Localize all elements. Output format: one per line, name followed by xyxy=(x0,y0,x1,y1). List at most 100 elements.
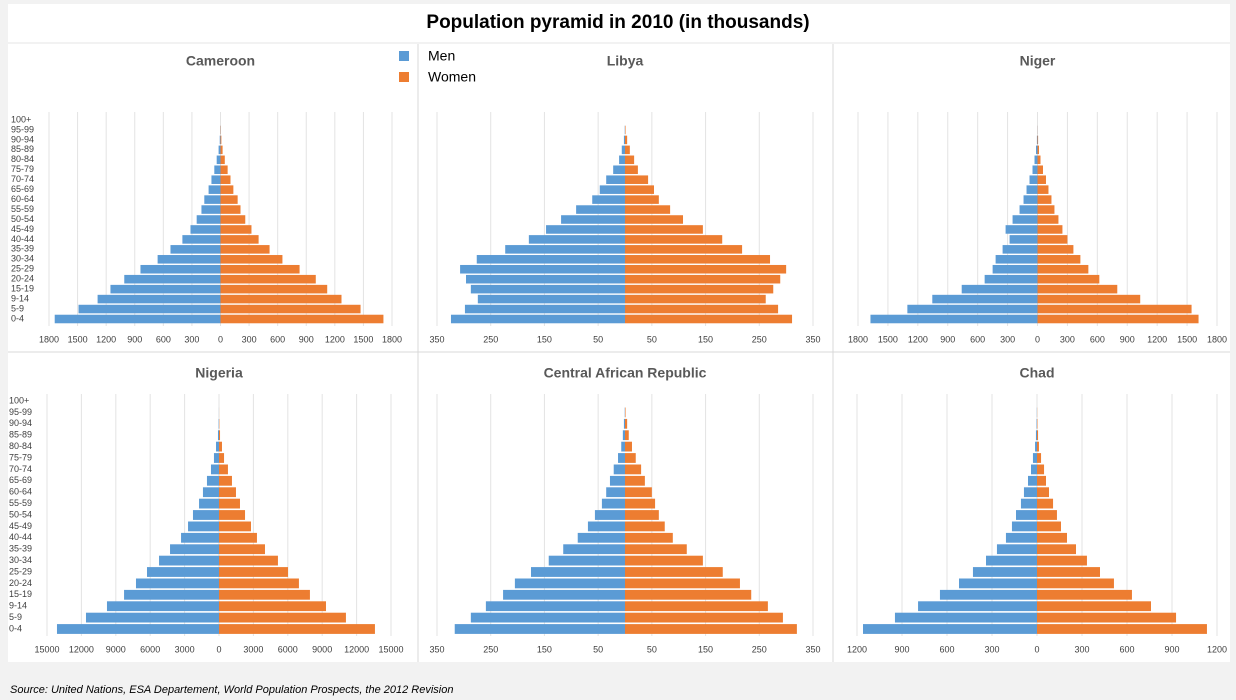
x-tick-label: 1200 xyxy=(1207,644,1227,654)
bar xyxy=(208,185,221,194)
bar xyxy=(204,195,221,204)
bar xyxy=(1037,245,1074,254)
bar xyxy=(1012,215,1038,224)
bar xyxy=(220,274,316,284)
bar xyxy=(548,555,625,566)
bar xyxy=(220,185,234,194)
y-tick-label: 60-64 xyxy=(9,487,32,497)
x-tick-label: 12000 xyxy=(344,644,369,654)
bar xyxy=(1035,430,1037,441)
bar xyxy=(625,135,628,145)
bar xyxy=(219,567,289,577)
bar xyxy=(1011,521,1037,532)
x-tick-label: 0 xyxy=(1034,644,1039,654)
bar xyxy=(219,487,236,498)
x-tick-label: 0 xyxy=(216,644,221,654)
x-tick-label: 1800 xyxy=(1207,334,1227,344)
bar xyxy=(625,589,752,600)
bar xyxy=(1037,453,1042,463)
bar xyxy=(485,601,625,612)
y-tick-label: 45-49 xyxy=(11,224,34,234)
bar xyxy=(219,521,251,532)
bar xyxy=(531,567,625,577)
bar xyxy=(214,165,221,175)
x-tick-label: 600 xyxy=(156,334,171,344)
x-tick-label: 0 xyxy=(218,334,223,344)
bar xyxy=(618,453,625,463)
bar xyxy=(959,578,1037,589)
x-tick-label: 250 xyxy=(483,334,498,344)
bar xyxy=(625,567,723,577)
bar xyxy=(470,612,625,623)
bar xyxy=(625,418,628,429)
bar xyxy=(206,475,219,486)
y-tick-label: 25-29 xyxy=(11,264,34,274)
bar xyxy=(599,185,625,194)
bar xyxy=(56,624,220,634)
bar xyxy=(1020,498,1037,509)
bar xyxy=(1016,510,1037,520)
bar xyxy=(1037,185,1049,194)
bar xyxy=(606,487,625,498)
bar xyxy=(1036,145,1038,155)
bar xyxy=(1037,510,1057,520)
bar xyxy=(220,195,238,204)
bar xyxy=(625,235,723,244)
bar xyxy=(625,255,771,264)
bar xyxy=(625,464,642,475)
legend: Men Women xyxy=(399,48,476,85)
x-tick-label: 300 xyxy=(1000,334,1015,344)
x-tick-label: 50 xyxy=(593,334,603,344)
source-note: Source: United Nations, ESA Departement,… xyxy=(10,684,454,696)
bar xyxy=(625,205,671,214)
bar xyxy=(625,624,797,634)
bar xyxy=(613,464,625,475)
bar xyxy=(216,441,219,452)
y-tick-label: 60-64 xyxy=(11,194,34,204)
bar xyxy=(220,155,225,165)
bar xyxy=(625,195,659,204)
x-tick-label: 600 xyxy=(1119,644,1134,654)
bar xyxy=(1037,567,1100,577)
bar xyxy=(146,567,219,577)
bar xyxy=(625,215,684,224)
bar xyxy=(1034,155,1038,165)
bar xyxy=(219,135,221,145)
bar xyxy=(219,464,228,475)
x-tick-label: 3000 xyxy=(243,644,263,654)
bar xyxy=(181,532,219,543)
x-tick-label: 15000 xyxy=(34,644,59,654)
bar xyxy=(1037,195,1052,204)
bar xyxy=(1037,284,1118,294)
bar xyxy=(1037,624,1207,634)
bar xyxy=(1037,475,1046,486)
bar xyxy=(625,145,630,155)
x-tick-label: 15000 xyxy=(378,644,403,654)
bar xyxy=(211,175,221,184)
y-tick-label: 5-9 xyxy=(9,612,22,622)
x-tick-label: 150 xyxy=(537,644,552,654)
x-tick-label: 300 xyxy=(1060,334,1075,344)
bar xyxy=(1037,464,1045,475)
x-tick-label: 9000 xyxy=(106,644,126,654)
bar xyxy=(220,245,270,254)
x-tick-label: 1500 xyxy=(353,334,373,344)
bar xyxy=(220,205,241,214)
y-tick-label: 100+ xyxy=(11,114,31,124)
bar xyxy=(1037,225,1063,234)
y-tick-label: 80-84 xyxy=(9,441,32,451)
y-tick-label: 80-84 xyxy=(11,154,34,164)
chart-title: Chad xyxy=(1020,365,1055,381)
bar xyxy=(528,235,625,244)
bar xyxy=(619,155,625,165)
bar xyxy=(1037,532,1067,543)
bar xyxy=(220,165,228,175)
bar xyxy=(625,284,774,294)
bar xyxy=(577,532,625,543)
bar xyxy=(219,532,257,543)
y-tick-label: 65-69 xyxy=(9,475,32,485)
bar xyxy=(220,294,342,304)
chart-title: Central African Republic xyxy=(544,365,707,381)
bar xyxy=(220,284,328,294)
